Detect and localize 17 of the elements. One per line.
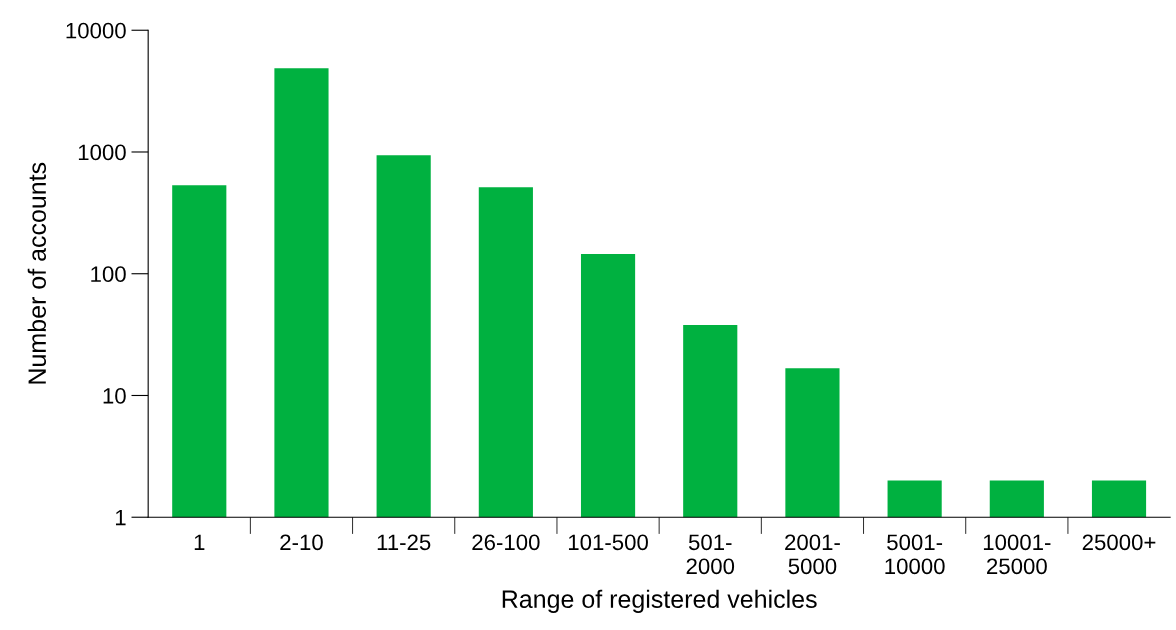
x-tick-label: 101-500 [568,534,648,551]
x-tick-label: 501- 2000 [686,534,735,575]
x-tick-label: 25000+ [1082,534,1156,551]
y-tick-label: 100 [91,266,126,283]
x-tick-label: 11-25 [377,534,431,551]
x-tick-label: 2001- 5000 [785,534,840,575]
y-tick-label: 10000 [66,22,126,39]
y-tick-label: 10 [103,388,126,404]
x-tick-label: 10001- 25000 [983,534,1051,575]
x-tick-label: 2-10 [280,534,323,551]
y-tick-label: 1 [115,509,126,526]
x-axis-title: Range of registered vehicles [502,589,817,613]
y-tick-label: 1000 [78,144,126,161]
x-tick-label: 5001- 10000 [885,534,945,575]
x-tick-label: 26-100 [472,534,540,551]
x-tick-label: 1 [194,534,205,550]
y-axis-title: Number of accounts [27,162,47,384]
